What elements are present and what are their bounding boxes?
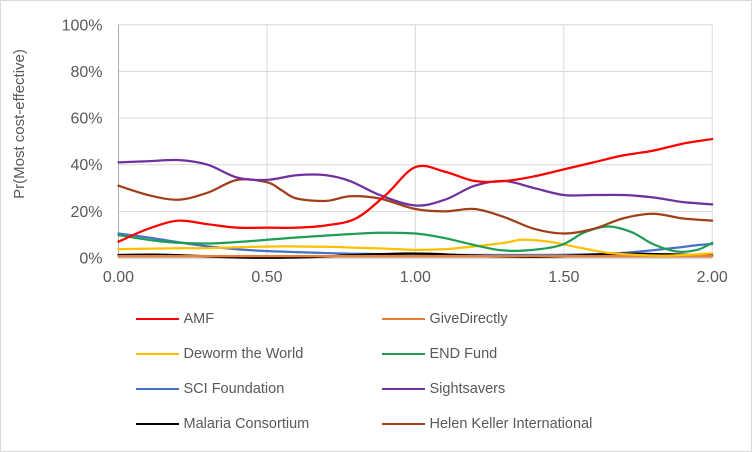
svg-text:0%: 0%: [79, 251, 102, 268]
svg-text:1.00: 1.00: [400, 269, 431, 286]
svg-text:100%: 100%: [62, 17, 103, 34]
svg-text:1.50: 1.50: [548, 269, 579, 286]
svg-text:40%: 40%: [70, 157, 102, 174]
svg-text:0.50: 0.50: [251, 269, 282, 286]
svg-text:80%: 80%: [70, 64, 102, 81]
svg-text:0.00: 0.00: [103, 269, 134, 286]
svg-text:60%: 60%: [70, 111, 102, 128]
svg-text:20%: 20%: [70, 204, 102, 221]
svg-text:2.00: 2.00: [697, 269, 728, 286]
